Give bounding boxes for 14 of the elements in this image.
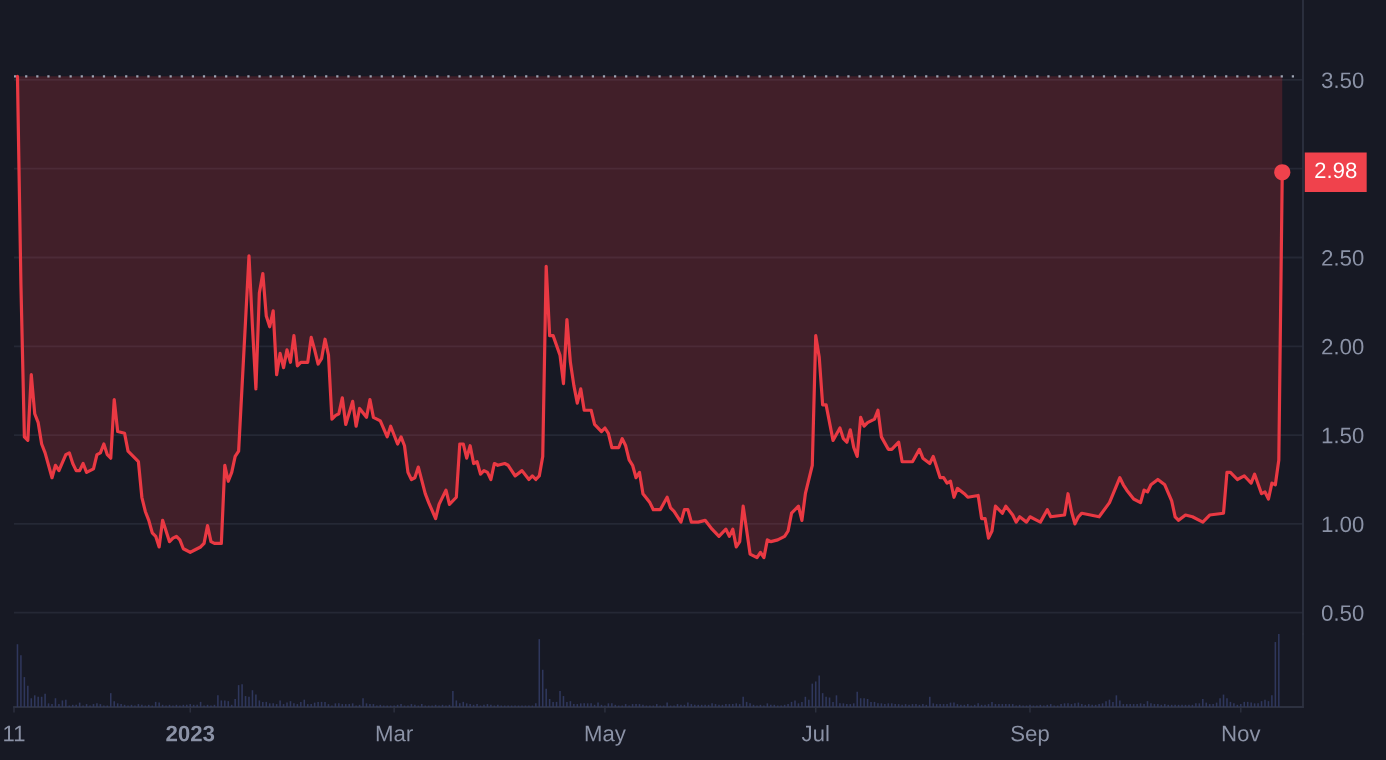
x-tick-label: Mar xyxy=(376,725,413,742)
x-tick-label: 11 xyxy=(4,725,25,742)
x-tick-label: Sep xyxy=(1011,725,1049,746)
x-tick-label: Jul xyxy=(801,725,829,742)
y-tick-label: 0.50 xyxy=(1321,605,1364,621)
y-tick-label: 2.00 xyxy=(1322,338,1364,355)
data-label: 2.98 xyxy=(1315,162,1357,179)
x-tick-label: 2023 xyxy=(166,725,215,742)
x-tick-label: May xyxy=(585,725,626,746)
x-tick-label: Nov xyxy=(1222,725,1261,742)
y-tick-label: 3.50 xyxy=(1321,72,1364,89)
y-tick-label: 2.50 xyxy=(1322,250,1364,266)
y-tick-label: 1.00 xyxy=(1322,516,1364,533)
y-tick-label: 1.50 xyxy=(1322,427,1364,444)
